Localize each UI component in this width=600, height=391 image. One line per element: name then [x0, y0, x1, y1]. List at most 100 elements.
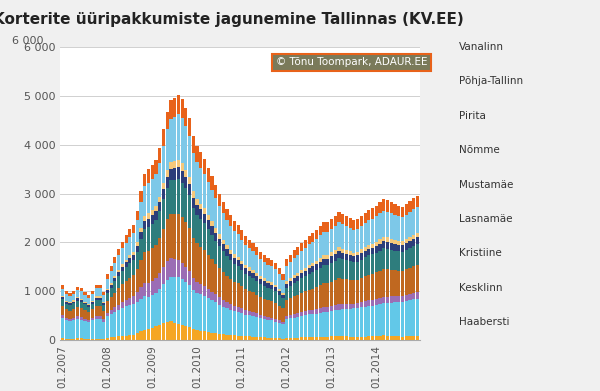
Bar [154, 278, 158, 293]
Bar [199, 284, 202, 294]
Bar [345, 309, 348, 336]
Bar [218, 234, 221, 239]
Bar [330, 229, 333, 253]
Bar [356, 303, 359, 308]
Bar [113, 263, 116, 276]
Bar [68, 339, 71, 340]
Bar [289, 298, 292, 316]
Bar [151, 248, 154, 281]
Bar [221, 300, 225, 307]
Bar [68, 319, 71, 321]
Bar [214, 185, 217, 198]
Bar [83, 339, 86, 340]
Bar [334, 280, 337, 305]
Text: Korterite üüripakkumiste jagunemine Tallinnas (KV.EE): Korterite üüripakkumiste jagunemine Tall… [0, 12, 463, 27]
Bar [188, 184, 191, 195]
Bar [188, 195, 191, 228]
Bar [255, 314, 259, 317]
Bar [293, 250, 296, 258]
Bar [226, 249, 229, 256]
Bar [196, 282, 199, 293]
Bar [192, 152, 195, 192]
Bar [364, 337, 367, 340]
Bar [308, 244, 311, 265]
Bar [91, 303, 94, 309]
Bar [379, 203, 382, 213]
Bar [166, 261, 169, 280]
Bar [61, 285, 64, 289]
Bar [61, 296, 64, 298]
Bar [65, 302, 68, 304]
Bar [304, 311, 307, 315]
Bar [248, 311, 251, 316]
Bar [128, 255, 131, 258]
Bar [409, 241, 412, 248]
Bar [397, 240, 400, 245]
Bar [196, 205, 199, 215]
Bar [367, 245, 370, 249]
Bar [188, 285, 191, 327]
Bar [61, 300, 64, 306]
Bar [386, 249, 389, 269]
Bar [117, 272, 120, 276]
Bar [375, 299, 378, 305]
Bar [382, 335, 385, 340]
Bar [136, 292, 139, 302]
Bar [117, 249, 120, 255]
Bar [158, 212, 161, 238]
Bar [177, 324, 180, 340]
Bar [356, 262, 359, 280]
Bar [102, 305, 105, 310]
Bar [379, 271, 382, 298]
Bar [409, 201, 412, 212]
Bar [386, 269, 389, 296]
Bar [95, 316, 98, 319]
Bar [181, 217, 184, 263]
Bar [233, 264, 236, 282]
Bar [98, 298, 101, 300]
Bar [364, 251, 367, 257]
Bar [65, 304, 68, 309]
Bar [330, 282, 333, 306]
Bar [184, 326, 187, 340]
Bar [203, 296, 206, 332]
Bar [345, 226, 348, 250]
Bar [334, 254, 337, 261]
Bar [274, 285, 277, 287]
Bar [281, 339, 284, 340]
Bar [345, 336, 348, 340]
Bar [125, 281, 128, 300]
Bar [349, 309, 352, 337]
Bar [206, 255, 210, 289]
Bar [188, 327, 191, 340]
Bar [196, 330, 199, 340]
Bar [251, 312, 254, 316]
Bar [293, 314, 296, 317]
Bar [289, 278, 292, 281]
Bar [211, 190, 214, 221]
Bar [281, 295, 284, 298]
Bar [188, 228, 191, 271]
Bar [293, 278, 296, 283]
Bar [236, 335, 240, 340]
Bar [300, 251, 303, 270]
Bar [154, 174, 158, 206]
Bar [315, 309, 318, 314]
Bar [319, 285, 322, 308]
Bar [296, 276, 299, 281]
Bar [334, 215, 337, 226]
Bar [61, 306, 64, 315]
Bar [326, 222, 329, 232]
Bar [337, 258, 341, 278]
Bar [308, 274, 311, 290]
Bar [143, 174, 146, 187]
Bar [76, 298, 79, 301]
Bar [285, 284, 288, 288]
Bar [188, 136, 191, 178]
Bar [281, 322, 284, 324]
Bar [401, 296, 404, 302]
Bar [143, 252, 146, 283]
Bar [233, 221, 236, 231]
Bar [278, 289, 281, 291]
Bar [221, 272, 225, 300]
